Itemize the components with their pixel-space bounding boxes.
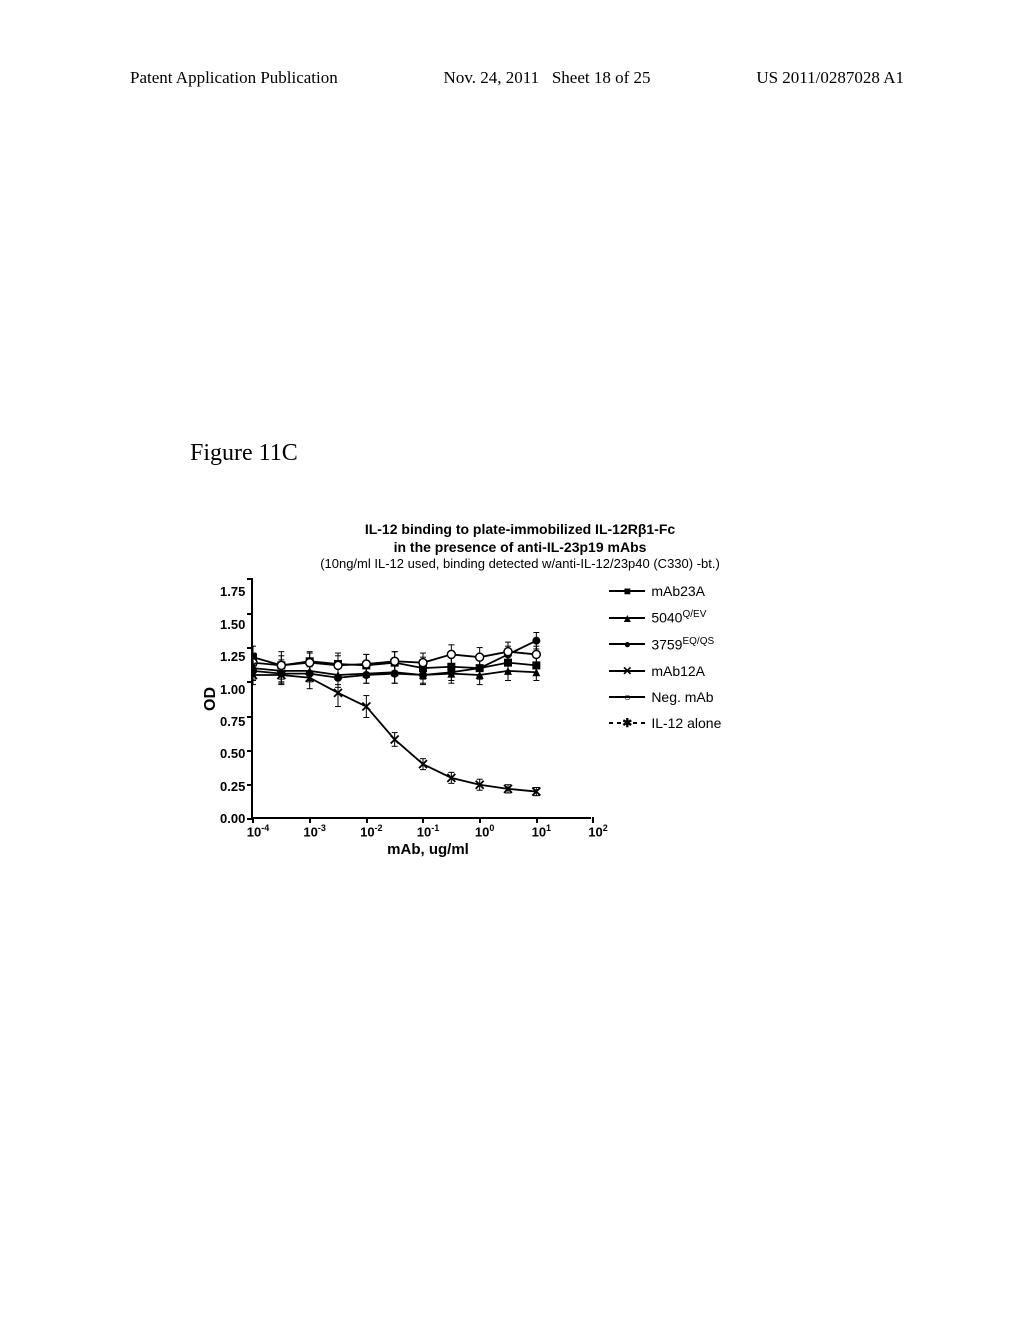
y-tick-label: 0.00 bbox=[220, 812, 245, 825]
y-tick-label: 1.25 bbox=[220, 650, 245, 663]
header-mid: Nov. 24, 2011 Sheet 18 of 25 bbox=[444, 68, 651, 88]
legend-label: mAb12A bbox=[651, 663, 705, 679]
y-tick-label: 0.25 bbox=[220, 780, 245, 793]
page-header: Patent Application Publication Nov. 24, … bbox=[0, 68, 1024, 88]
plot-row: OD 1.751.501.251.000.750.500.250.00 ■mAb… bbox=[200, 579, 840, 819]
header-left: Patent Application Publication bbox=[130, 68, 338, 88]
legend-label: IL-12 alone bbox=[651, 715, 721, 731]
legend-label: 3759EQ/QS bbox=[651, 636, 714, 653]
chart-title: IL-12 binding to plate-immobilized IL-12… bbox=[200, 520, 840, 556]
header-pubno: US 2011/0287028 A1 bbox=[756, 68, 904, 88]
legend-label: Neg. mAb bbox=[651, 689, 713, 705]
legend-item: ✕mAb12A bbox=[609, 663, 721, 679]
legend-item: ■mAb23A bbox=[609, 583, 721, 599]
plot-svg bbox=[253, 579, 593, 819]
legend-item: ○Neg. mAb bbox=[609, 689, 721, 705]
legend-item: ●3759EQ/QS bbox=[609, 636, 721, 653]
chart-container: IL-12 binding to plate-immobilized IL-12… bbox=[200, 520, 840, 858]
x-axis-label: mAb, ug/ml bbox=[258, 841, 598, 858]
x-tick-label: 102 bbox=[588, 823, 607, 839]
y-tick-label: 1.00 bbox=[220, 683, 245, 696]
figure-label: Figure 11C bbox=[190, 440, 298, 467]
chart-subtitle: (10ng/ml IL-12 used, binding detected w/… bbox=[200, 556, 840, 571]
x-tick-label: 10-3 bbox=[303, 823, 325, 839]
x-tick-label: 10-4 bbox=[247, 823, 269, 839]
y-tick-label: 0.75 bbox=[220, 715, 245, 728]
y-tick-label: 0.50 bbox=[220, 747, 245, 760]
legend-label: 5040Q/EV bbox=[651, 609, 706, 626]
x-tick-label: 100 bbox=[475, 823, 494, 839]
y-axis-label: OD bbox=[200, 579, 220, 819]
y-tick-label: 1.50 bbox=[220, 618, 245, 631]
legend-item: ▲5040Q/EV bbox=[609, 609, 721, 626]
x-tick-label: 10-2 bbox=[360, 823, 382, 839]
legend: ■mAb23A ▲5040Q/EV ●3759EQ/QS ✕mAb12A ○Neg. m… bbox=[609, 579, 721, 819]
legend-item: ✱IL-12 alone bbox=[609, 715, 721, 731]
x-tick-label: 10-1 bbox=[417, 823, 439, 839]
x-axis-ticks: 10-410-310-210-1100101102 bbox=[258, 819, 598, 839]
x-tick-label: 101 bbox=[532, 823, 551, 839]
y-tick-label: 1.75 bbox=[220, 585, 245, 598]
legend-label: mAb23A bbox=[651, 583, 705, 599]
plot-area bbox=[251, 579, 591, 819]
